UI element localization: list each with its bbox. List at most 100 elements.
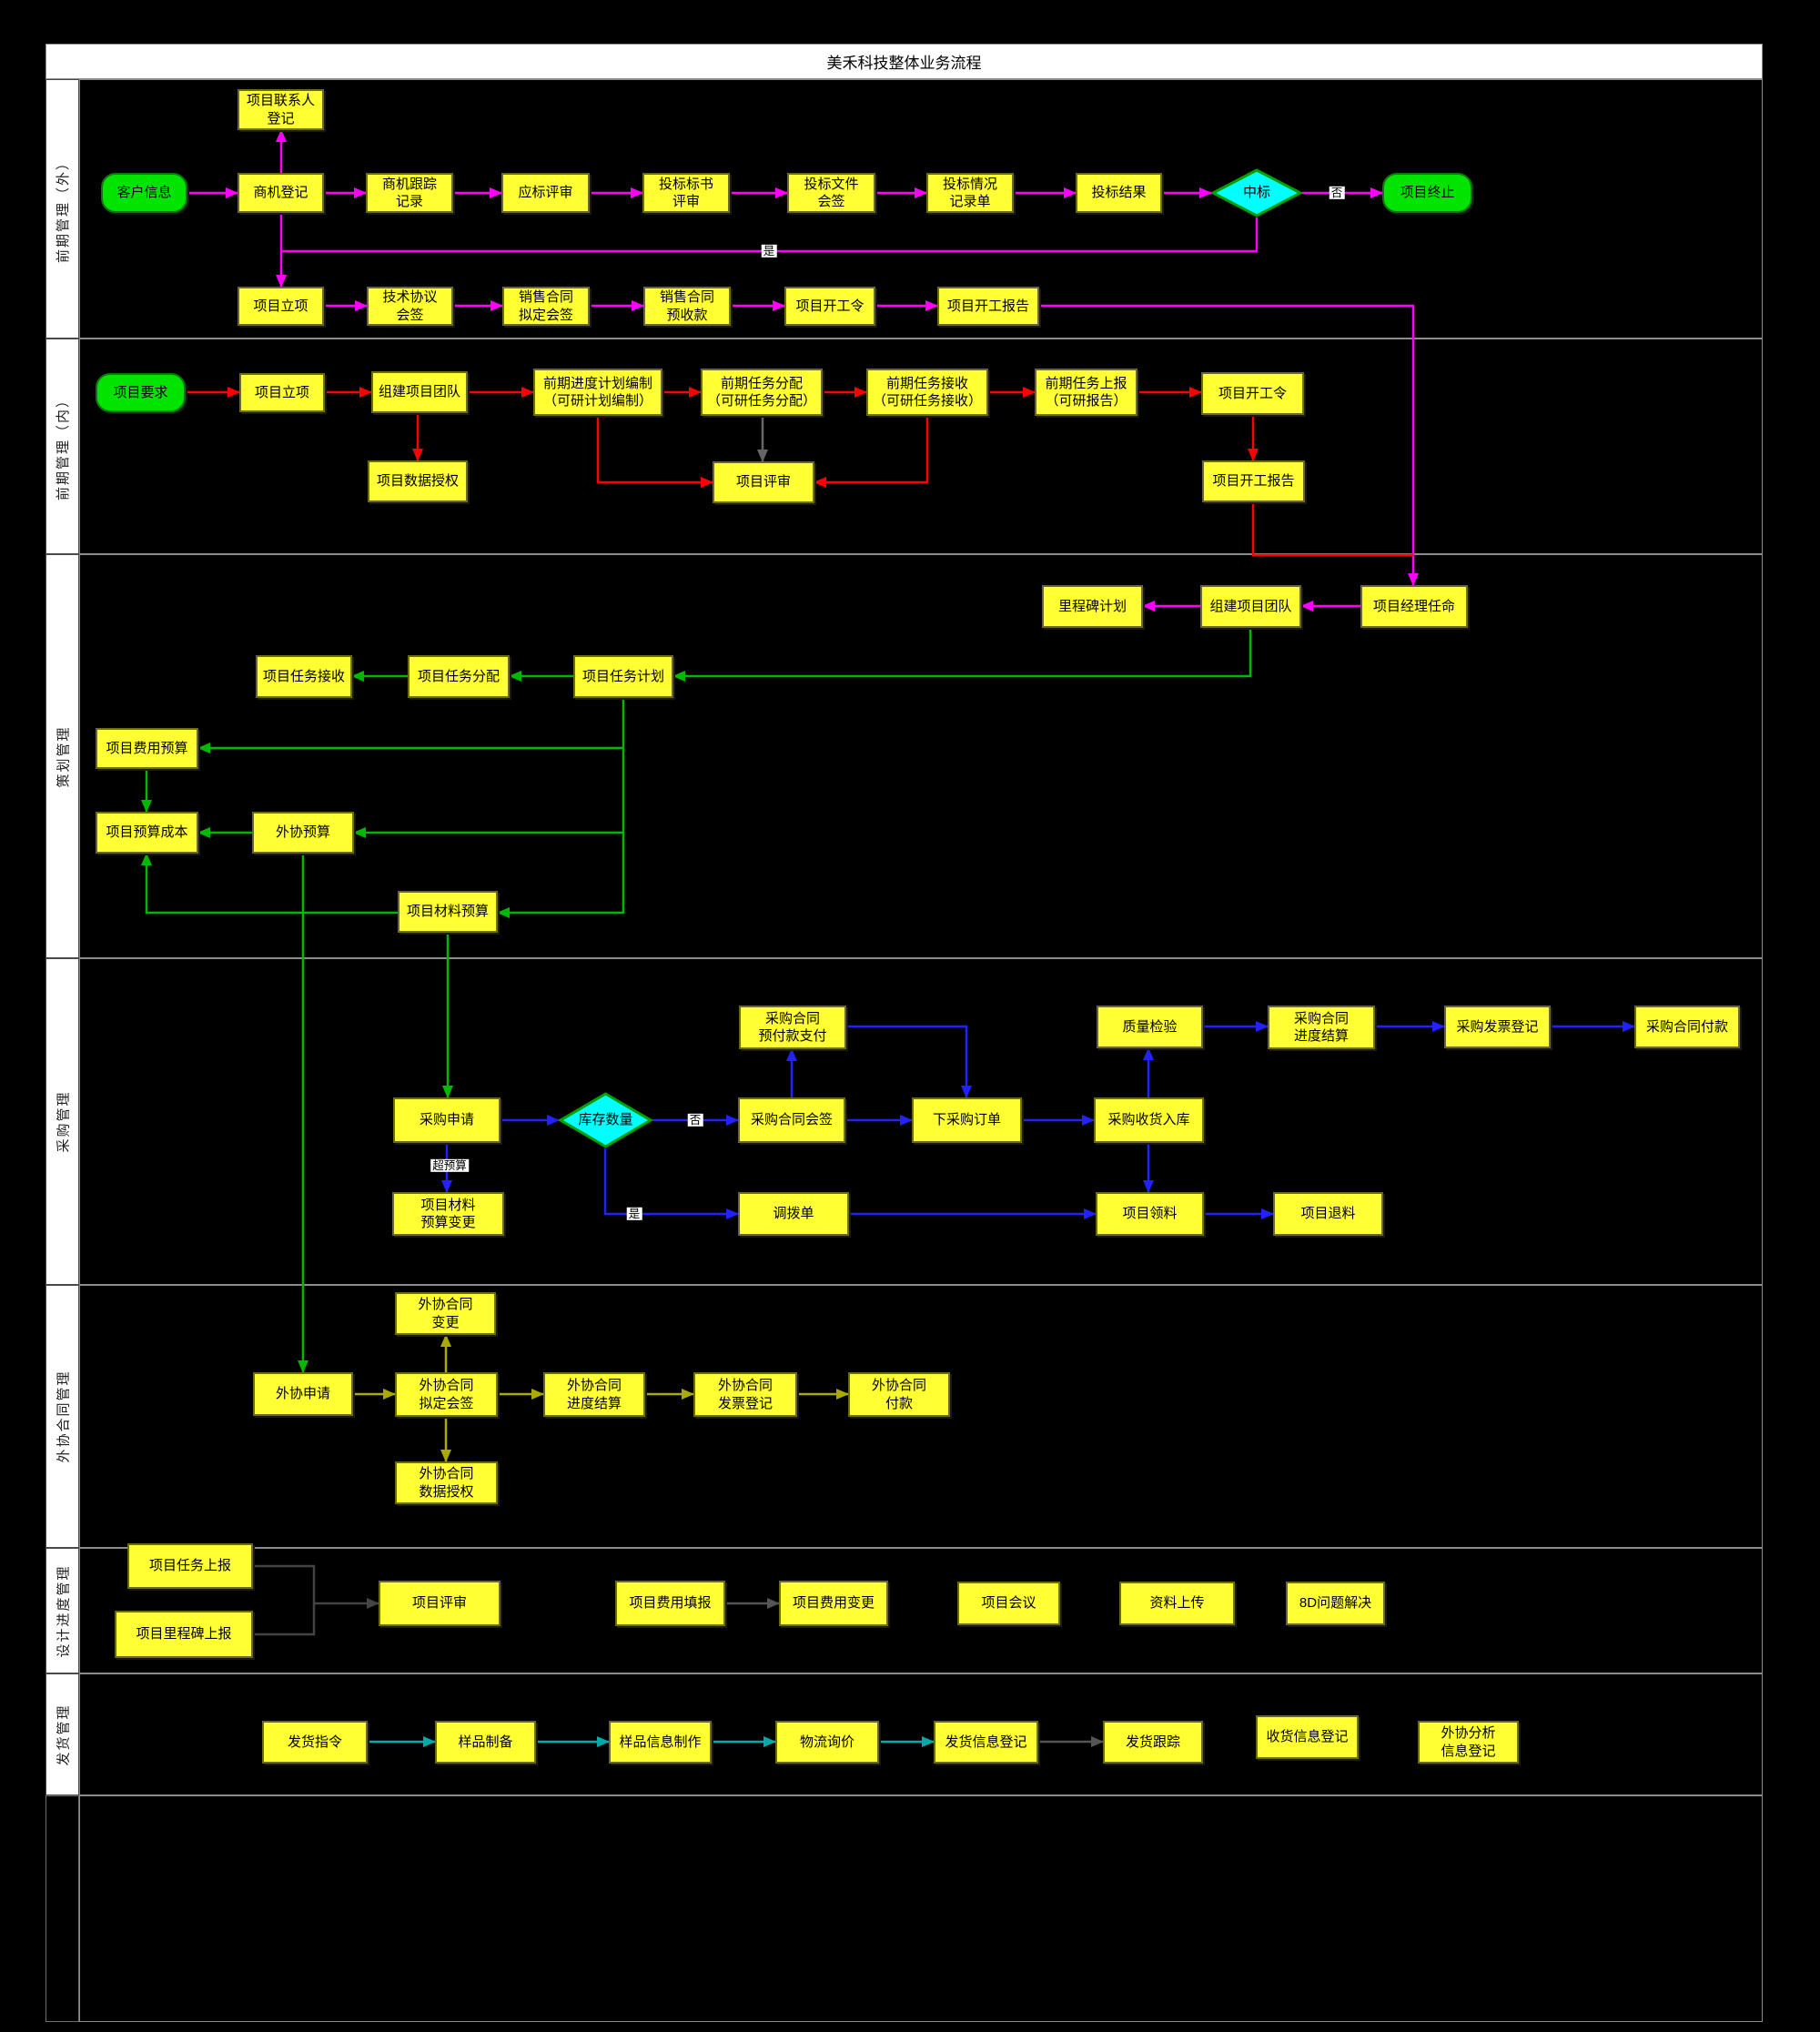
- node-project-requirement[interactable]: 项目要求: [96, 373, 186, 412]
- node-outsourcing-request[interactable]: 外协申请: [253, 1372, 353, 1416]
- node-win-bid-decision[interactable]: 中标: [1211, 168, 1302, 217]
- node-receiving-info-register[interactable]: 收货信息登记: [1256, 1715, 1359, 1759]
- node-outsourcing-contract-payment[interactable]: 外协合同 付款: [848, 1372, 950, 1417]
- node-pre-task-report[interactable]: 前期任务上报 （可研报告）: [1035, 369, 1138, 416]
- diagram-title: 美禾科技整体业务流程: [826, 55, 982, 72]
- node-shipping-order[interactable]: 发货指令: [262, 1721, 368, 1764]
- node-text: 外协合同 变更: [418, 1297, 473, 1330]
- lane-8-content: [79, 1795, 1763, 2022]
- node-text: 项目任务分配: [417, 668, 500, 684]
- node-sales-contract-advance[interactable]: 销售合同 预收款: [643, 287, 731, 326]
- node-project-material-issue[interactable]: 项目领料: [1096, 1192, 1204, 1236]
- node-bid-document-review[interactable]: 投标标书 评审: [642, 173, 730, 213]
- node-shipping-info-register[interactable]: 发货信息登记: [934, 1721, 1038, 1764]
- node-purchase-order[interactable]: 下采购订单: [912, 1097, 1022, 1143]
- node-pre-task-assign[interactable]: 前期任务分配 （可研任务分配）: [701, 369, 823, 416]
- node-task-report[interactable]: 项目任务上报: [127, 1543, 253, 1589]
- node-pre-schedule-plan[interactable]: 前期进度计划编制 （可研计划编制）: [533, 369, 662, 416]
- node-outsourcing-contract-progress-settle[interactable]: 外协合同 进度结算: [543, 1372, 645, 1417]
- lane-2-content: [79, 339, 1763, 554]
- node-purchase-contract-progress-settle[interactable]: 采购合同 进度结算: [1268, 1006, 1375, 1049]
- node-milestone-report[interactable]: 项目里程碑上报: [115, 1611, 253, 1658]
- node-project-start-order-ext[interactable]: 项目开工令: [784, 287, 875, 326]
- node-text: 投标标书 评审: [658, 176, 713, 209]
- node-tech-agreement-countersign[interactable]: 技术协议 会签: [367, 287, 453, 326]
- node-transfer-order[interactable]: 调拨单: [738, 1192, 849, 1236]
- node-sales-contract-draft-countersign[interactable]: 销售合同 拟定会签: [502, 287, 590, 326]
- node-outsourcing-budget[interactable]: 外协预算: [252, 812, 354, 854]
- node-purchase-contract-payment[interactable]: 采购合同付款: [1634, 1006, 1740, 1048]
- node-project-start-report-int[interactable]: 项目开工报告: [1202, 460, 1305, 502]
- edge-label: 是: [626, 1207, 642, 1221]
- node-text: 项目退料: [1300, 1206, 1356, 1222]
- node-opportunity-tracking[interactable]: 商机跟踪 记录: [366, 173, 453, 213]
- node-sample-prepare[interactable]: 样品制备: [435, 1721, 536, 1764]
- node-customer-info[interactable]: 客户信息: [101, 173, 187, 213]
- node-project-material-budget[interactable]: 项目材料预算: [398, 891, 498, 933]
- node-project-expense-budget[interactable]: 项目费用预算: [96, 728, 198, 769]
- node-purchase-request[interactable]: 采购申请: [393, 1097, 500, 1143]
- node-project-start-order-int[interactable]: 项目开工令: [1201, 372, 1304, 415]
- node-bid-status-record[interactable]: 投标情况 记录单: [926, 173, 1014, 213]
- node-project-meeting[interactable]: 项目会议: [957, 1582, 1060, 1625]
- node-project-budget-cost[interactable]: 项目预算成本: [96, 812, 198, 854]
- node-build-project-team-int[interactable]: 组建项目团队: [371, 371, 468, 413]
- lane-label-text: 策划管理: [56, 724, 72, 788]
- node-text: 项目评审: [735, 474, 791, 490]
- node-material-budget-change[interactable]: 项目材料 预算变更: [392, 1192, 504, 1236]
- node-logistics-inquiry[interactable]: 物流询价: [775, 1721, 879, 1764]
- node-pre-task-accept[interactable]: 前期任务接收 （可研任务接收）: [866, 369, 988, 416]
- node-text: 采购合同 进度结算: [1293, 1010, 1349, 1044]
- node-eightd-problem-solve[interactable]: 8D问题解决: [1286, 1582, 1385, 1625]
- node-outsourcing-analysis-info-register[interactable]: 外协分析 信息登记: [1418, 1721, 1519, 1764]
- node-bid-file-countersign[interactable]: 投标文件 会签: [787, 173, 875, 213]
- node-contact-registration[interactable]: 项目联系人 登记: [238, 89, 324, 130]
- node-project-initiation-int[interactable]: 项目立项: [239, 373, 325, 412]
- node-outsourcing-contract-invoice-register[interactable]: 外协合同 发票登记: [693, 1372, 797, 1417]
- node-text: 采购合同付款: [1645, 1018, 1728, 1035]
- node-expense-change[interactable]: 项目费用变更: [779, 1581, 888, 1626]
- node-project-start-report-ext[interactable]: 项目开工报告: [937, 287, 1039, 326]
- lane-label-1: 前期管理（外）: [46, 79, 79, 339]
- node-text: 前期任务分配 （可研任务分配）: [706, 375, 816, 409]
- node-project-terminate[interactable]: 项目终止: [1382, 173, 1472, 213]
- node-inventory-qty-decision[interactable]: 库存数量: [559, 1092, 652, 1148]
- node-milestone-plan[interactable]: 里程碑计划: [1042, 585, 1143, 628]
- node-bid-response-review[interactable]: 应标评审: [501, 173, 590, 213]
- node-pm-appointment[interactable]: 项目经理任命: [1360, 585, 1468, 628]
- node-purchase-receive-inbound[interactable]: 采购收货入库: [1094, 1097, 1204, 1143]
- node-sample-info-make[interactable]: 样品信息制作: [609, 1721, 712, 1764]
- node-document-upload[interactable]: 资料上传: [1119, 1582, 1235, 1625]
- node-opportunity-register[interactable]: 商机登记: [238, 173, 324, 213]
- node-text: 采购合同会签: [750, 1112, 833, 1128]
- node-shipping-tracking[interactable]: 发货跟踪: [1103, 1721, 1203, 1764]
- node-project-task-plan[interactable]: 项目任务计划: [573, 655, 673, 698]
- node-project-review-design[interactable]: 项目评审: [379, 1581, 500, 1626]
- node-purchase-contract-prepay[interactable]: 采购合同 预付款支付: [739, 1006, 846, 1049]
- node-project-initiation-ext[interactable]: 项目立项: [238, 287, 324, 326]
- node-text: 采购发票登记: [1456, 1018, 1539, 1035]
- node-text: 外协分析 信息登记: [1441, 1725, 1496, 1759]
- node-purchase-contract-countersign[interactable]: 采购合同会签: [738, 1097, 845, 1143]
- node-text: 采购合同 预付款支付: [758, 1010, 827, 1044]
- node-outsourcing-contract-data-auth[interactable]: 外协合同 数据授权: [395, 1461, 498, 1504]
- node-expense-fill[interactable]: 项目费用填报: [615, 1581, 725, 1626]
- node-text: 资料上传: [1149, 1595, 1205, 1612]
- node-project-task-accept[interactable]: 项目任务接收: [256, 655, 352, 698]
- lane-label-3: 策划管理: [46, 554, 79, 958]
- lane-4-content: [79, 958, 1763, 1285]
- node-project-data-auth[interactable]: 项目数据授权: [368, 460, 468, 502]
- node-project-review-int[interactable]: 项目评审: [713, 461, 814, 503]
- node-text: 项目领料: [1122, 1206, 1178, 1222]
- node-purchase-invoice-register[interactable]: 采购发票登记: [1444, 1006, 1551, 1048]
- node-outsourcing-contract-change[interactable]: 外协合同 变更: [395, 1292, 496, 1335]
- node-outsourcing-contract-draft-countersign[interactable]: 外协合同 拟定会签: [395, 1372, 498, 1417]
- node-bid-result[interactable]: 投标结果: [1076, 173, 1162, 213]
- node-text: 投标文件 会签: [804, 176, 859, 209]
- node-project-material-return[interactable]: 项目退料: [1273, 1192, 1383, 1236]
- lane-1-content: [79, 79, 1763, 339]
- node-build-project-team-plan[interactable]: 组建项目团队: [1200, 585, 1301, 628]
- node-project-task-assign[interactable]: 项目任务分配: [408, 655, 510, 698]
- node-quality-inspection[interactable]: 质量检验: [1097, 1006, 1203, 1048]
- node-text: 前期任务上报 （可研报告）: [1045, 375, 1127, 409]
